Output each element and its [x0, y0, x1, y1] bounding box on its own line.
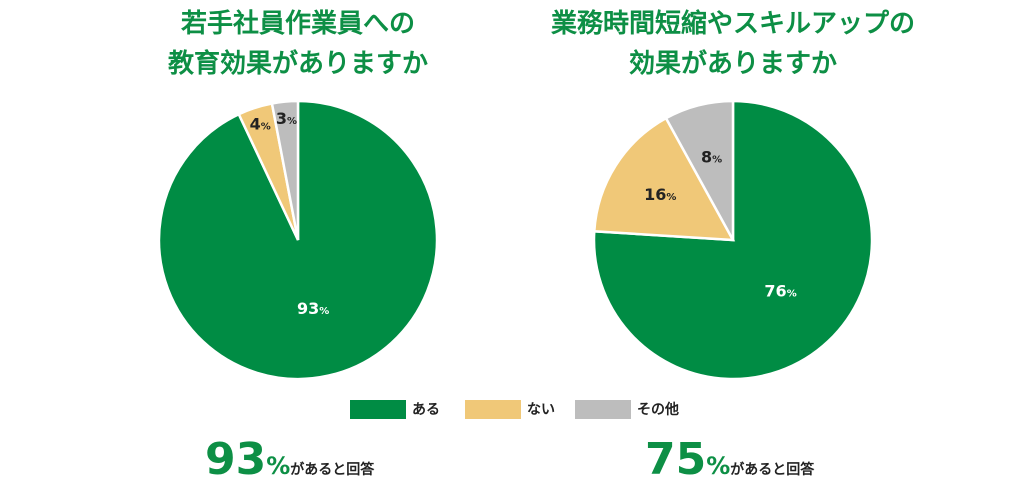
chart-title-right-line2: 効果がありますか — [628, 49, 837, 79]
pie-right-slice-sonota — [664, 99, 735, 241]
summary-left-suffix: があると回答 — [290, 462, 375, 478]
summary-left: 93%があると回答 — [205, 432, 374, 498]
pie-right-label-sonota: 8% — [701, 148, 722, 167]
pie-right-label-aru: 76% — [764, 282, 796, 301]
legend-label-aru: ある — [412, 402, 440, 418]
chart-title-right-line1: 業務時間短縮やスキルアップの — [550, 9, 915, 39]
pie-left-label-nai: 4% — [250, 115, 271, 134]
pie-left-slice-sonota — [270, 99, 300, 241]
legend-label-sonota: その他 — [637, 402, 679, 418]
pie-left-label-sonota: 3% — [276, 109, 297, 128]
summary-left-unit: % — [266, 452, 291, 480]
pie-right-slice-nai — [592, 116, 736, 242]
legend-swatch-aru — [350, 400, 406, 419]
summary-right: 75%があると回答 — [645, 432, 814, 498]
pie-right-label-nai: 16% — [644, 185, 676, 204]
pie-right-slice-aru — [592, 99, 874, 381]
chart-title-left-line1: 若手社員作業員への — [180, 9, 415, 39]
pie-chart-left: 93% 4% 3% — [157, 99, 439, 381]
chart-title-right: 業務時間短縮やスキルアップの 効果がありますか — [518, 4, 948, 84]
chart-title-left: 若手社員作業員への 教育効果がありますか — [148, 4, 448, 84]
summary-right-value: 75 — [645, 434, 707, 485]
legend-swatch-nai — [465, 400, 521, 419]
summary-right-suffix: があると回答 — [730, 462, 815, 478]
summary-right-unit: % — [706, 452, 731, 480]
legend-swatch-sonota — [575, 400, 631, 419]
pie-left-label-aru: 93% — [297, 299, 329, 318]
summary-left-value: 93 — [205, 434, 267, 485]
chart-title-left-line2: 教育効果がありますか — [167, 49, 428, 79]
legend-label-nai: ない — [527, 402, 555, 418]
pie-chart-right: 76% 16% 8% — [592, 99, 874, 381]
